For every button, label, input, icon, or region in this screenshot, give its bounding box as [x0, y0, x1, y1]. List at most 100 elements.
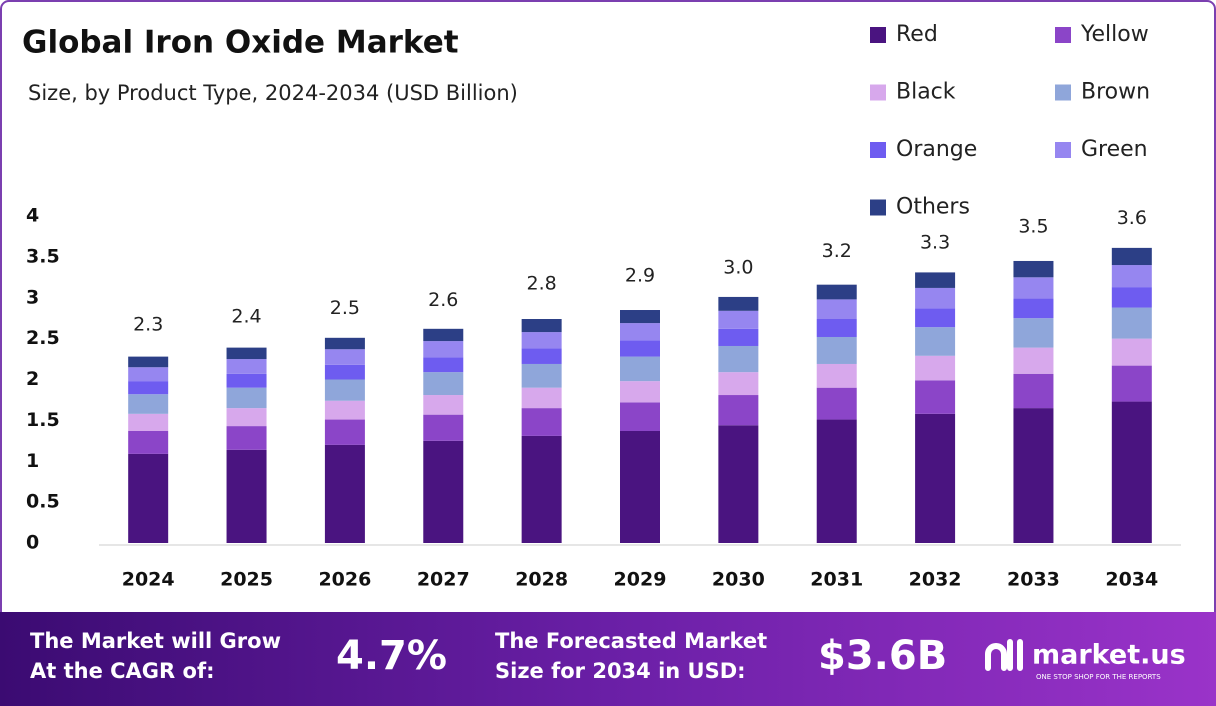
x-tick-label: 2031 — [810, 569, 863, 591]
total-label: 2.6 — [428, 289, 458, 311]
bar-segment — [915, 327, 956, 356]
bar-segment — [128, 356, 169, 368]
bar-segment — [718, 328, 759, 346]
bar-segment — [620, 402, 660, 432]
legend-swatch — [1055, 142, 1071, 158]
banner-text: Size for 2034 in USD: — [495, 659, 746, 683]
bar-segment — [816, 299, 857, 320]
bar-segment — [1111, 287, 1152, 308]
legend-label: Orange — [896, 137, 977, 162]
legend-label: Others — [896, 195, 970, 220]
bar-segment — [128, 453, 169, 543]
total-label: 2.8 — [527, 273, 557, 295]
y-tick-label: 2.5 — [26, 327, 60, 349]
banner-text: The Forecasted Market — [495, 629, 767, 653]
bar-segment — [324, 379, 365, 401]
bar-segment — [1111, 401, 1152, 543]
legend-label: Yellow — [1080, 22, 1149, 47]
bar-segment — [718, 425, 759, 543]
banner-text: The Market will Grow — [30, 629, 281, 653]
bar-segment — [816, 284, 857, 300]
bar-segment — [816, 319, 857, 337]
y-tick-label: 3 — [26, 286, 39, 308]
bar-segment — [816, 336, 857, 364]
bar-segment — [718, 296, 759, 311]
bar-segment — [1111, 307, 1152, 339]
bar-segment — [226, 426, 267, 450]
bar-segment — [620, 431, 660, 543]
bar-segment — [324, 444, 365, 543]
legend-swatch — [1055, 84, 1071, 101]
bar-segment — [521, 363, 562, 388]
legend-swatch — [870, 84, 886, 101]
bar-segment — [521, 332, 562, 349]
bar-segment — [324, 419, 365, 445]
total-label: 2.9 — [625, 264, 655, 286]
bar-segment — [718, 372, 759, 396]
bar-segment — [1013, 298, 1054, 319]
bar-segment — [1111, 247, 1152, 266]
bar-segment — [423, 395, 464, 415]
bar-segment — [915, 272, 956, 288]
total-label: 3.0 — [723, 256, 753, 278]
bar-segment — [1111, 338, 1152, 366]
legend-label: Red — [896, 22, 938, 47]
bar-segment — [324, 400, 365, 420]
bar-segment — [1013, 277, 1054, 299]
y-tick-label: 3.5 — [26, 245, 60, 267]
bar-segment — [521, 435, 562, 543]
y-tick-label: 2 — [26, 368, 39, 390]
bar-segment — [1013, 373, 1054, 409]
bar-segment — [1111, 265, 1152, 288]
x-tick-label: 2024 — [122, 569, 175, 591]
brand-tagline: ONE STOP SHOP FOR THE REPORTS — [1036, 673, 1161, 681]
chart-subtitle: Size, by Product Type, 2024-2034 (USD Bi… — [28, 81, 518, 105]
x-tick-label: 2027 — [417, 569, 470, 591]
bar-segment — [1111, 365, 1152, 402]
bar-segment — [226, 359, 267, 374]
brand-logo — [985, 639, 1023, 671]
bar-segment — [718, 345, 759, 373]
bar-segment — [423, 414, 464, 441]
banner-value: $3.6B — [818, 633, 947, 679]
x-tick-label: 2026 — [318, 569, 371, 591]
bar-segment — [816, 387, 857, 420]
bar-segment — [915, 380, 956, 414]
legend-swatch — [870, 27, 886, 43]
legend-label: Black — [896, 80, 956, 105]
bar-segment — [620, 381, 660, 403]
y-tick-label: 4 — [26, 205, 39, 227]
bar-segment — [620, 310, 660, 324]
x-tick-label: 2025 — [220, 569, 273, 591]
bar-segment — [620, 323, 660, 341]
bar-segment — [128, 413, 169, 432]
bar-segment — [620, 340, 660, 357]
bar-segment — [324, 364, 365, 380]
bar-segment — [521, 319, 562, 333]
y-tick-label: 0 — [26, 532, 39, 554]
bar-segment — [423, 341, 464, 358]
brand-name: market.us — [1032, 640, 1186, 671]
bar-segment — [816, 363, 857, 388]
bar-segment — [521, 387, 562, 409]
x-tick-label: 2029 — [614, 569, 667, 591]
bar-segment — [915, 287, 956, 309]
x-tick-label: 2034 — [1105, 569, 1158, 591]
bar-segment — [128, 394, 169, 414]
legend-label: Brown — [1081, 80, 1150, 105]
bar-segment — [915, 308, 956, 328]
chart-title: Global Iron Oxide Market — [22, 25, 459, 61]
y-tick-label: 1 — [26, 450, 39, 472]
bar-segment — [423, 357, 464, 373]
bar-segment — [226, 387, 267, 409]
bar-segment — [128, 367, 169, 382]
legend-swatch — [870, 142, 886, 158]
bar-segment — [226, 449, 267, 543]
banner — [0, 612, 1216, 706]
bar-segment — [226, 408, 267, 427]
bar-segment — [915, 413, 956, 543]
banner-value: 4.7% — [336, 633, 447, 679]
legend-label: Green — [1081, 137, 1148, 162]
